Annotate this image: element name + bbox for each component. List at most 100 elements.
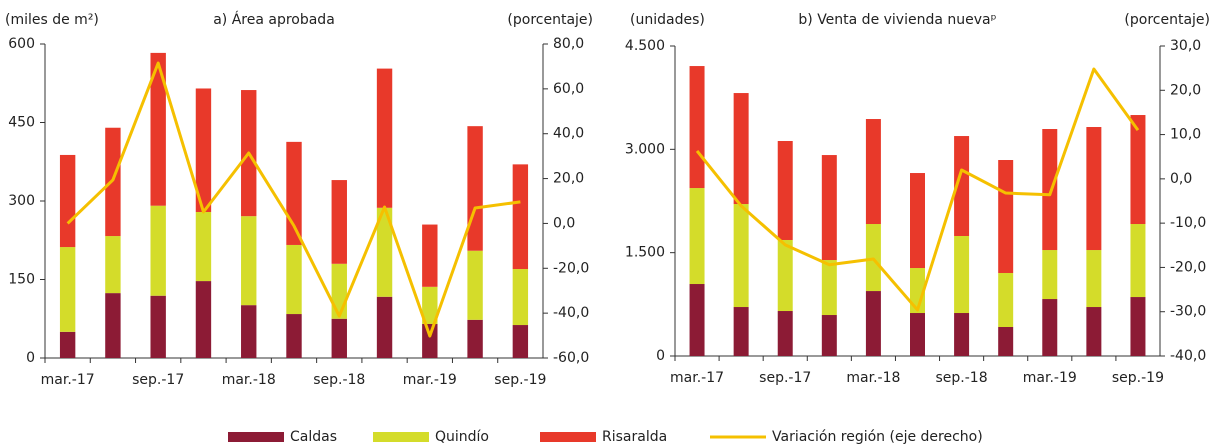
- x-tick-label: mar.-19: [1023, 370, 1077, 386]
- bar-segment: [286, 141, 302, 245]
- bar-segment: Quindío: [689, 188, 705, 285]
- y2-tick-label: 20,0: [553, 171, 584, 187]
- bar-segment: [376, 296, 393, 358]
- legend-swatch: [228, 432, 284, 442]
- x-tick-label: mar.-18: [846, 370, 900, 386]
- bar-segment: Risaralda: [821, 155, 837, 261]
- legend-swatch: [540, 432, 596, 442]
- bar-segment: Risaralda: [865, 119, 881, 225]
- y-tick-label: 4.500: [625, 38, 665, 54]
- line-series: [66, 61, 521, 338]
- bar-segment: Quindío: [998, 272, 1014, 327]
- y-axis-label: (unidades): [630, 12, 705, 28]
- bar-segment: Risaralda: [998, 160, 1014, 273]
- y-tick-label: 300: [8, 193, 35, 209]
- bar-segment: [105, 236, 121, 294]
- bar-segment: [195, 88, 212, 212]
- bar-segment: [195, 281, 212, 358]
- bar-segment: Risaralda: [689, 66, 705, 189]
- bar-segment: [512, 269, 529, 326]
- x-tick-label: sep.-19: [494, 372, 546, 388]
- bar-segment: Quindío: [821, 260, 837, 316]
- bar-segment: Caldas: [1086, 307, 1102, 356]
- y2-tick-label: -40,0: [553, 305, 589, 321]
- y-tick-label: 600: [8, 36, 35, 52]
- y2-axis-label: (porcentaje): [1124, 12, 1210, 28]
- bar-segment: [376, 68, 393, 208]
- x-tick-label: mar.-17: [670, 370, 724, 386]
- bar-segment: [150, 205, 166, 296]
- bar-segment: Quindío: [1042, 250, 1058, 300]
- bar-segment: [286, 314, 302, 358]
- bar-segment: Risaralda: [733, 93, 749, 205]
- bar-segment: Caldas: [689, 284, 705, 356]
- y-tick-label: 150: [8, 272, 35, 288]
- y2-tick-label: 10,0: [1170, 127, 1201, 143]
- bar-segment: Risaralda: [1086, 127, 1102, 251]
- chart-title: b) Venta de vivienda nuevaᵖ: [798, 12, 996, 28]
- y2-tick-label: -40,0: [1170, 348, 1206, 364]
- x-tick-label: mar.-17: [41, 372, 95, 388]
- bar-segment: Caldas: [865, 291, 881, 356]
- bar-segment: [331, 318, 347, 358]
- y2-tick-label: 80,0: [553, 36, 584, 52]
- y2-tick-label: 40,0: [553, 126, 584, 142]
- legend-label: Risaralda: [602, 429, 667, 445]
- y2-tick-label: 20,0: [1170, 82, 1201, 98]
- bar-segment: [512, 325, 529, 358]
- bar-segment: [241, 305, 257, 358]
- bar-segment: [105, 293, 121, 358]
- y-tick-label: 0: [656, 348, 665, 364]
- y2-axis-label: (porcentaje): [507, 12, 593, 28]
- bar-segment: [422, 323, 438, 358]
- bar-segment: [467, 126, 483, 251]
- y2-tick-label: -30,0: [1170, 304, 1206, 320]
- bar-segment: [376, 207, 393, 297]
- x-tick-label: sep.-17: [759, 370, 811, 386]
- bar-segment: [150, 52, 166, 206]
- bar-segment: Quindío: [733, 204, 749, 308]
- bar-segment: Caldas: [1042, 299, 1058, 356]
- legend-label: Variación región (eje derecho): [772, 429, 983, 445]
- bar-segment: [467, 250, 483, 320]
- y2-tick-label: -10,0: [1170, 215, 1206, 231]
- bar-segment: [59, 331, 76, 358]
- y2-tick-label: -20,0: [553, 260, 589, 276]
- bar-segment: [331, 263, 347, 319]
- bar-segment: Quindío: [954, 235, 970, 314]
- bar-segment: Caldas: [1130, 297, 1146, 356]
- y2-tick-label: 30,0: [1170, 38, 1201, 54]
- chart-title: a) Área aprobada: [213, 11, 335, 28]
- line-series: Variación región (eje derecho): [695, 67, 1140, 312]
- bar-segment: Caldas: [733, 307, 749, 356]
- y-axis-label: (miles de m²): [5, 12, 99, 28]
- legend-swatch: [373, 432, 429, 442]
- bar-segment: Caldas: [777, 311, 793, 356]
- bar-segment: [422, 286, 438, 324]
- bar-segment: Quindío: [1130, 224, 1146, 298]
- bar-segment: Risaralda: [954, 136, 970, 236]
- x-tick-label: mar.-19: [403, 372, 457, 388]
- bar-segment: Quindío: [777, 239, 793, 312]
- x-tick-label: sep.-18: [936, 370, 988, 386]
- bar-segment: Caldas: [998, 326, 1014, 356]
- x-tick-label: sep.-18: [313, 372, 365, 388]
- bar-segment: Caldas: [954, 313, 970, 356]
- bar-segment: Risaralda: [910, 173, 925, 269]
- x-tick-label: sep.-19: [1112, 370, 1164, 386]
- legend-label: Quindío: [435, 429, 489, 445]
- x-tick-label: mar.-18: [222, 372, 276, 388]
- y2-tick-label: 60,0: [553, 81, 584, 97]
- bar-segment: Quindío: [1086, 250, 1102, 308]
- y2-tick-label: -20,0: [1170, 259, 1206, 275]
- y-tick-label: 3.000: [625, 141, 665, 157]
- bar-segment: Risaralda: [1042, 129, 1058, 251]
- bar-segment: [422, 224, 438, 287]
- y-tick-label: 1.500: [625, 245, 665, 261]
- bar-segment: Risaralda: [1130, 115, 1146, 225]
- y2-tick-label: 0,0: [553, 215, 575, 231]
- bar-segment: [59, 247, 76, 332]
- bar-segment: [331, 180, 347, 264]
- bar-segment: [512, 164, 529, 270]
